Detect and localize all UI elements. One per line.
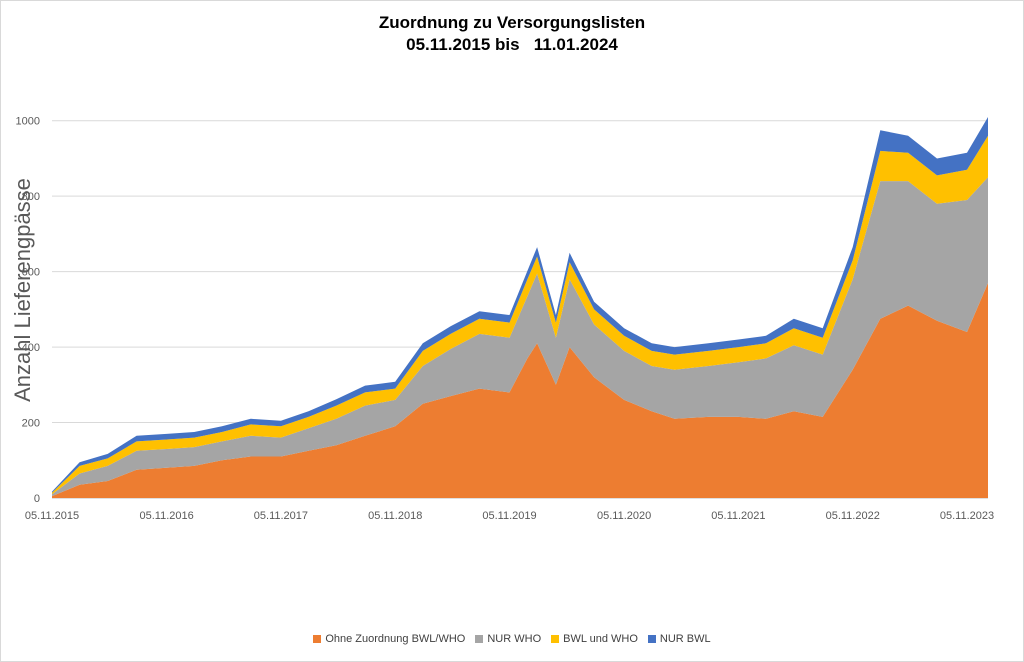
x-tick-label: 05.11.2020 <box>597 510 651 522</box>
x-tick-label: 05.11.2016 <box>139 510 193 522</box>
legend-swatch <box>475 635 484 643</box>
area-series-3 <box>52 135 988 495</box>
chart-subtitle: 05.11.2015 bis 11.01.2024 <box>406 35 618 54</box>
legend-swatch <box>647 635 656 643</box>
x-tick-label: 05.11.2021 <box>711 510 765 522</box>
x-tick-label: 05.11.2019 <box>482 510 536 522</box>
chart-legend: Ohne Zuordnung BWL/WHO NUR WHO BWL und WHO… <box>0 633 1024 645</box>
x-tick-label: 05.11.2023 <box>940 510 994 522</box>
chart-title-block: Zuordnung zu Versorgungslisten 05.11.201… <box>0 12 1024 56</box>
y-tick-label: 200 <box>22 418 40 430</box>
y-tick-label: 400 <box>22 342 40 354</box>
y-tick-label: 800 <box>22 191 40 203</box>
area-series-1 <box>52 283 988 498</box>
chart-title: Zuordnung zu Versorgungslisten <box>378 13 646 32</box>
x-tick-label: 05.11.2018 <box>368 510 422 522</box>
y-tick-label: 1000 <box>16 116 40 128</box>
x-tick-label: 05.11.2015 <box>25 510 79 522</box>
x-tick-label: 05.11.2022 <box>826 510 880 522</box>
legend-item: BWL und WHO <box>551 633 638 645</box>
legend-swatch <box>313 635 322 643</box>
legend-label: NUR BWL <box>659 633 711 645</box>
legend-item: NUR BWL <box>647 633 711 645</box>
legend-label: BWL und WHO <box>563 633 638 645</box>
y-axis-title: Anzahl Lieferengpässe <box>10 178 35 402</box>
legend-label: Ohne Zuordnung BWL/WHO <box>325 633 466 645</box>
legend-swatch <box>551 635 560 643</box>
y-tick-label: 0 <box>34 493 40 505</box>
area-series-2 <box>52 177 988 497</box>
legend-item: NUR WHO <box>475 633 541 645</box>
legend-item: Ohne Zuordnung BWL/WHO <box>313 633 465 645</box>
y-tick-label: 600 <box>22 267 40 279</box>
x-tick-label: 05.11.2017 <box>254 510 308 522</box>
legend-label: NUR WHO <box>487 633 542 645</box>
